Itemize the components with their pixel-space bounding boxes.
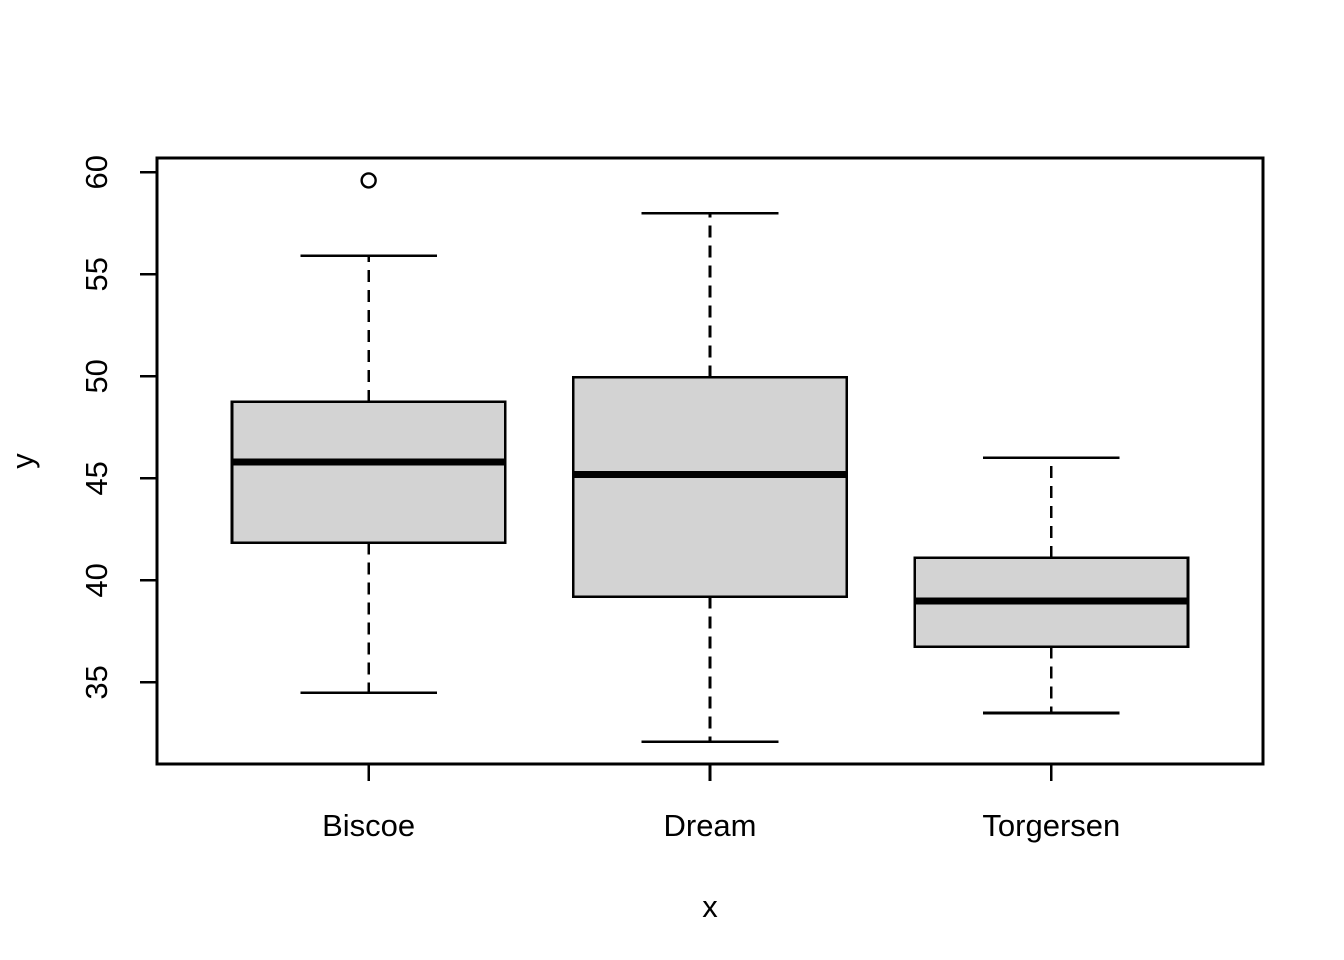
x-tick-label: Torgersen [982, 808, 1120, 843]
y-axis-title: y [5, 453, 40, 469]
box-biscoe [230, 400, 507, 544]
x-tick-label: Dream [663, 808, 756, 843]
y-tick-label: 40 [79, 563, 114, 597]
x-tick-label: Biscoe [322, 808, 415, 843]
x-axis-title: x [702, 889, 718, 924]
y-tick-label: 45 [79, 461, 114, 495]
outlier-point-biscoe [360, 172, 377, 189]
y-tick-label: 50 [79, 359, 114, 393]
box-dream [572, 376, 848, 598]
y-tick-label: 55 [79, 257, 114, 291]
y-tick-label: 60 [79, 155, 114, 189]
y-tick-label: 35 [79, 665, 114, 699]
